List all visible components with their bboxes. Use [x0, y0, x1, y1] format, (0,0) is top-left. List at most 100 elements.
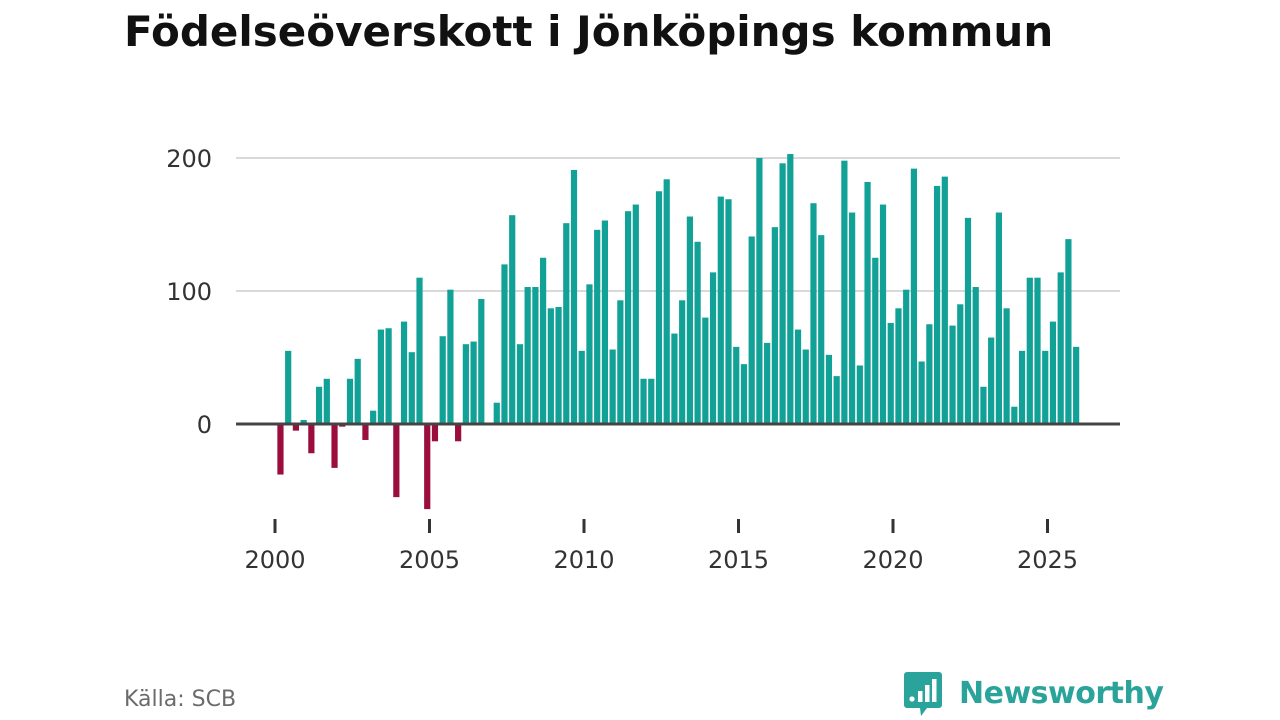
bar	[663, 179, 670, 424]
bar	[1065, 239, 1072, 424]
bar	[787, 154, 794, 424]
bar	[470, 341, 477, 424]
x-tick-label: 2010	[553, 546, 614, 574]
bar	[903, 289, 910, 424]
bar	[493, 402, 500, 424]
gridlines	[236, 157, 1120, 292]
bar	[609, 349, 616, 424]
bar	[818, 235, 825, 424]
x-tick-label: 2025	[1017, 546, 1078, 574]
bar	[933, 185, 941, 424]
bar	[964, 217, 972, 424]
bar	[323, 378, 330, 424]
newsworthy-logo-icon	[904, 672, 942, 716]
bar	[300, 420, 307, 424]
bar	[578, 350, 585, 424]
bar	[1049, 321, 1057, 424]
bar	[802, 349, 809, 424]
bar	[1057, 272, 1064, 424]
bar	[331, 424, 338, 468]
bar	[408, 352, 415, 424]
bar	[285, 350, 292, 424]
bar	[516, 344, 524, 424]
bar	[1003, 308, 1010, 424]
bar	[771, 227, 778, 424]
brand-name: Newsworthy	[959, 676, 1164, 711]
bar	[941, 176, 948, 424]
bar	[462, 344, 469, 424]
x-tick-label: 2020	[862, 546, 923, 574]
bar	[679, 300, 686, 424]
y-axis-ticks: 0 100 200	[166, 145, 212, 439]
bar	[1042, 350, 1049, 424]
bar	[740, 364, 748, 424]
bar	[910, 168, 918, 424]
bar	[1026, 277, 1033, 424]
bar	[292, 424, 300, 431]
bar	[617, 300, 624, 424]
bar	[1034, 277, 1041, 424]
x-axis-ticks: 2000 2005 2010 2015 2020 2025	[244, 519, 1078, 574]
y-tick-label: 100	[166, 278, 212, 306]
bar	[849, 212, 856, 424]
bar	[655, 191, 663, 424]
bar	[856, 365, 863, 424]
bar-chart: 0 100 200 2000 2005 2010 2015 2020 2025	[166, 145, 1120, 574]
bars	[277, 154, 1080, 510]
bar	[346, 378, 354, 424]
x-tick-label: 2005	[399, 546, 460, 574]
bar	[540, 257, 547, 424]
bar	[810, 203, 817, 424]
bar	[756, 158, 763, 424]
brand-logo: Newsworthy	[903, 670, 1164, 718]
bar	[949, 325, 956, 424]
bar	[640, 378, 647, 424]
bar	[601, 220, 609, 424]
bar	[995, 212, 1002, 424]
x-tick-label: 2015	[708, 546, 769, 574]
bar	[1018, 350, 1026, 424]
bar	[748, 236, 755, 424]
bar	[547, 308, 554, 424]
y-tick-label: 200	[166, 145, 212, 173]
bar	[648, 378, 655, 424]
bar	[709, 272, 717, 424]
bar	[555, 306, 562, 424]
bar	[532, 287, 539, 424]
chart-title: Födelseöverskott i Jönköpings kommun	[124, 7, 1054, 56]
bar	[370, 410, 377, 424]
bar	[354, 358, 361, 424]
bar	[864, 181, 871, 424]
bar	[686, 216, 693, 424]
bar	[1011, 406, 1018, 424]
bar	[362, 424, 369, 440]
bar	[393, 424, 400, 498]
bar	[431, 424, 439, 442]
bar	[277, 424, 284, 475]
bar	[416, 277, 423, 424]
bar	[315, 386, 323, 424]
bar	[632, 204, 639, 424]
bar	[455, 424, 462, 442]
bar	[872, 257, 879, 424]
bar	[694, 241, 701, 424]
bar	[385, 328, 392, 424]
bar	[400, 321, 408, 424]
bar	[717, 196, 724, 424]
bar	[972, 287, 979, 424]
bar	[764, 342, 771, 424]
bar	[980, 386, 987, 424]
bar	[447, 289, 454, 424]
source-note: Källa: SCB	[124, 687, 237, 712]
bar	[988, 337, 995, 424]
bar	[586, 284, 593, 424]
bar	[725, 199, 732, 424]
bar	[624, 211, 632, 424]
bar	[779, 163, 786, 424]
bar	[478, 298, 485, 424]
bar	[570, 169, 578, 424]
bar	[1073, 346, 1080, 424]
bar	[524, 287, 531, 424]
bar	[594, 229, 601, 424]
bar	[957, 304, 964, 424]
